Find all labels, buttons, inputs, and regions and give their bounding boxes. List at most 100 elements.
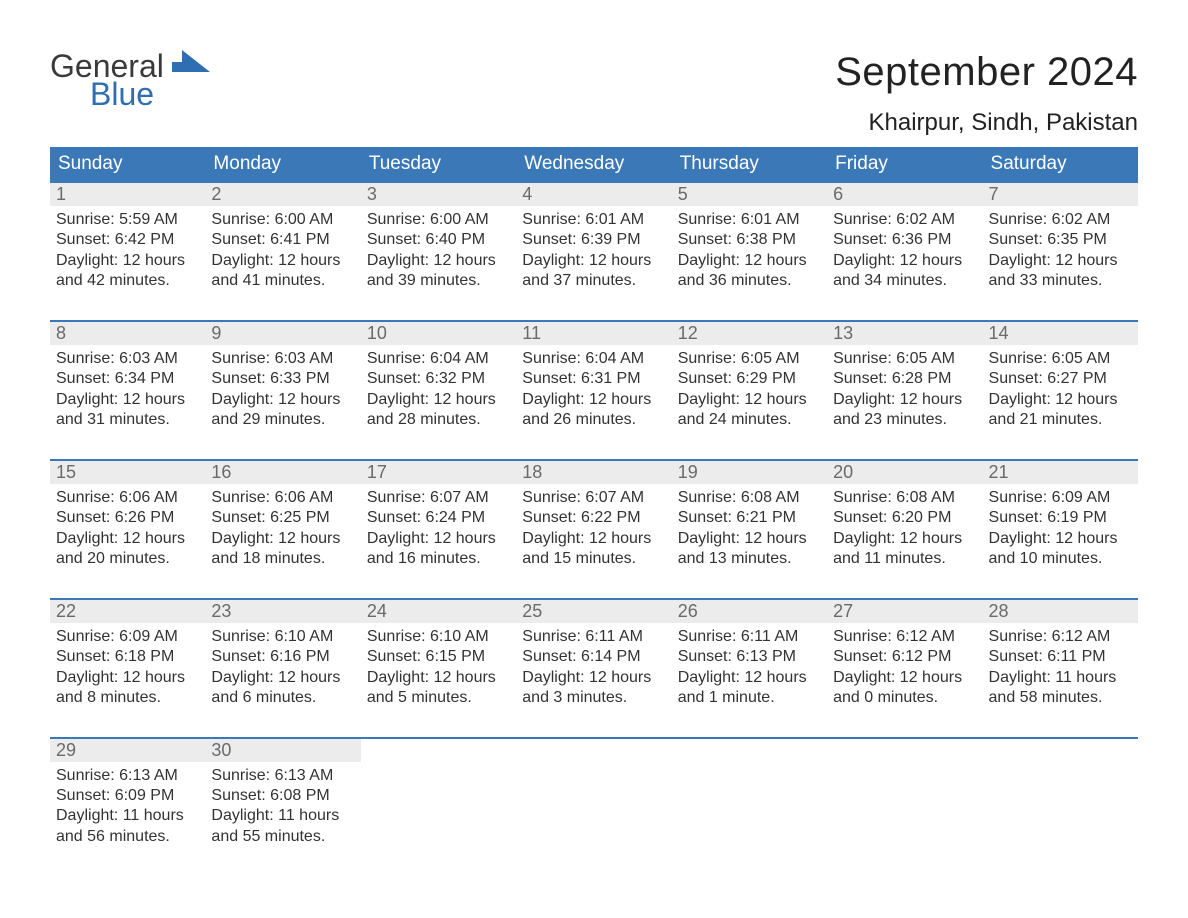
daylight-line2: and 39 minutes. — [367, 271, 510, 291]
day-number: 13 — [827, 322, 982, 345]
day-cell: 30Sunrise: 6:13 AMSunset: 6:08 PMDayligh… — [205, 739, 360, 852]
sunset-text: Sunset: 6:14 PM — [522, 647, 665, 667]
daylight-line2: and 42 minutes. — [56, 271, 199, 291]
daylight-line1: Daylight: 12 hours — [211, 251, 354, 271]
day-cell — [983, 739, 1138, 852]
day-number: 15 — [50, 461, 205, 484]
day-body: Sunrise: 6:11 AMSunset: 6:13 PMDaylight:… — [672, 623, 827, 713]
sunrise-text: Sunrise: 6:05 AM — [678, 349, 821, 369]
sunrise-text: Sunrise: 6:08 AM — [833, 488, 976, 508]
day-body: Sunrise: 6:13 AMSunset: 6:08 PMDaylight:… — [205, 762, 360, 852]
day-number: 17 — [361, 461, 516, 484]
sunrise-text: Sunrise: 6:11 AM — [678, 627, 821, 647]
day-body: Sunrise: 6:07 AMSunset: 6:24 PMDaylight:… — [361, 484, 516, 574]
daylight-line2: and 1 minute. — [678, 688, 821, 708]
day-number: 19 — [672, 461, 827, 484]
day-number: 26 — [672, 600, 827, 623]
day-number: 10 — [361, 322, 516, 345]
daylight-line1: Daylight: 12 hours — [56, 668, 199, 688]
day-cell — [827, 739, 982, 852]
sunrise-text: Sunrise: 6:00 AM — [211, 210, 354, 230]
day-number: 8 — [50, 322, 205, 345]
sunrise-text: Sunrise: 6:12 AM — [833, 627, 976, 647]
day-cell: 4Sunrise: 6:01 AMSunset: 6:39 PMDaylight… — [516, 183, 671, 296]
brand-logo: General Blue — [50, 50, 210, 110]
daylight-line1: Daylight: 12 hours — [989, 251, 1132, 271]
day-number: 29 — [50, 739, 205, 762]
daylight-line2: and 24 minutes. — [678, 410, 821, 430]
daylight-line1: Daylight: 12 hours — [56, 529, 199, 549]
daylight-line1: Daylight: 12 hours — [833, 390, 976, 410]
day-number: 30 — [205, 739, 360, 762]
sunset-text: Sunset: 6:13 PM — [678, 647, 821, 667]
brand-text: General Blue — [50, 50, 210, 110]
day-body: Sunrise: 6:04 AMSunset: 6:32 PMDaylight:… — [361, 345, 516, 435]
day-number: 23 — [205, 600, 360, 623]
day-header: Wednesday — [516, 147, 671, 181]
sunrise-text: Sunrise: 6:09 AM — [989, 488, 1132, 508]
sunset-text: Sunset: 6:26 PM — [56, 508, 199, 528]
day-header: Tuesday — [361, 147, 516, 181]
day-number: 21 — [983, 461, 1138, 484]
day-body: Sunrise: 6:05 AMSunset: 6:28 PMDaylight:… — [827, 345, 982, 435]
daylight-line1: Daylight: 12 hours — [367, 251, 510, 271]
day-cell — [361, 739, 516, 852]
daylight-line2: and 56 minutes. — [56, 827, 199, 847]
day-cell: 8Sunrise: 6:03 AMSunset: 6:34 PMDaylight… — [50, 322, 205, 435]
sunset-text: Sunset: 6:38 PM — [678, 230, 821, 250]
daylight-line2: and 20 minutes. — [56, 549, 199, 569]
sunset-text: Sunset: 6:36 PM — [833, 230, 976, 250]
sunset-text: Sunset: 6:20 PM — [833, 508, 976, 528]
day-body: Sunrise: 6:05 AMSunset: 6:27 PMDaylight:… — [983, 345, 1138, 435]
daylight-line2: and 26 minutes. — [522, 410, 665, 430]
sunrise-text: Sunrise: 6:03 AM — [56, 349, 199, 369]
sunrise-text: Sunrise: 6:02 AM — [833, 210, 976, 230]
sunset-text: Sunset: 6:31 PM — [522, 369, 665, 389]
calendar-header-row: Sunday Monday Tuesday Wednesday Thursday… — [50, 147, 1138, 181]
month-title: September 2024 — [835, 50, 1138, 95]
sunset-text: Sunset: 6:24 PM — [367, 508, 510, 528]
week-row: 15Sunrise: 6:06 AMSunset: 6:26 PMDayligh… — [50, 459, 1138, 574]
daylight-line2: and 23 minutes. — [833, 410, 976, 430]
day-cell: 10Sunrise: 6:04 AMSunset: 6:32 PMDayligh… — [361, 322, 516, 435]
sunrise-text: Sunrise: 6:05 AM — [989, 349, 1132, 369]
week-row: 1Sunrise: 5:59 AMSunset: 6:42 PMDaylight… — [50, 181, 1138, 296]
sunset-text: Sunset: 6:40 PM — [367, 230, 510, 250]
sunset-text: Sunset: 6:34 PM — [56, 369, 199, 389]
day-cell — [516, 739, 671, 852]
daylight-line2: and 13 minutes. — [678, 549, 821, 569]
day-body: Sunrise: 6:08 AMSunset: 6:20 PMDaylight:… — [827, 484, 982, 574]
day-cell: 14Sunrise: 6:05 AMSunset: 6:27 PMDayligh… — [983, 322, 1138, 435]
day-cell: 28Sunrise: 6:12 AMSunset: 6:11 PMDayligh… — [983, 600, 1138, 713]
day-body: Sunrise: 6:09 AMSunset: 6:18 PMDaylight:… — [50, 623, 205, 713]
daylight-line2: and 31 minutes. — [56, 410, 199, 430]
day-number: 6 — [827, 183, 982, 206]
sunrise-text: Sunrise: 6:00 AM — [367, 210, 510, 230]
day-body: Sunrise: 6:06 AMSunset: 6:25 PMDaylight:… — [205, 484, 360, 574]
day-body: Sunrise: 6:03 AMSunset: 6:33 PMDaylight:… — [205, 345, 360, 435]
day-number: 18 — [516, 461, 671, 484]
daylight-line2: and 3 minutes. — [522, 688, 665, 708]
day-body: Sunrise: 6:00 AMSunset: 6:41 PMDaylight:… — [205, 206, 360, 296]
day-cell: 29Sunrise: 6:13 AMSunset: 6:09 PMDayligh… — [50, 739, 205, 852]
day-cell: 23Sunrise: 6:10 AMSunset: 6:16 PMDayligh… — [205, 600, 360, 713]
day-body: Sunrise: 6:10 AMSunset: 6:16 PMDaylight:… — [205, 623, 360, 713]
day-number — [361, 739, 516, 762]
sunrise-text: Sunrise: 6:03 AM — [211, 349, 354, 369]
week-row: 29Sunrise: 6:13 AMSunset: 6:09 PMDayligh… — [50, 737, 1138, 852]
day-cell: 21Sunrise: 6:09 AMSunset: 6:19 PMDayligh… — [983, 461, 1138, 574]
daylight-line1: Daylight: 12 hours — [211, 668, 354, 688]
sunset-text: Sunset: 6:28 PM — [833, 369, 976, 389]
day-header: Sunday — [50, 147, 205, 181]
daylight-line1: Daylight: 12 hours — [989, 529, 1132, 549]
sunrise-text: Sunrise: 6:02 AM — [989, 210, 1132, 230]
daylight-line2: and 58 minutes. — [989, 688, 1132, 708]
daylight-line2: and 55 minutes. — [211, 827, 354, 847]
day-body: Sunrise: 6:03 AMSunset: 6:34 PMDaylight:… — [50, 345, 205, 435]
day-number: 11 — [516, 322, 671, 345]
day-cell: 26Sunrise: 6:11 AMSunset: 6:13 PMDayligh… — [672, 600, 827, 713]
day-number: 25 — [516, 600, 671, 623]
daylight-line1: Daylight: 12 hours — [56, 251, 199, 271]
day-number: 14 — [983, 322, 1138, 345]
day-cell: 9Sunrise: 6:03 AMSunset: 6:33 PMDaylight… — [205, 322, 360, 435]
